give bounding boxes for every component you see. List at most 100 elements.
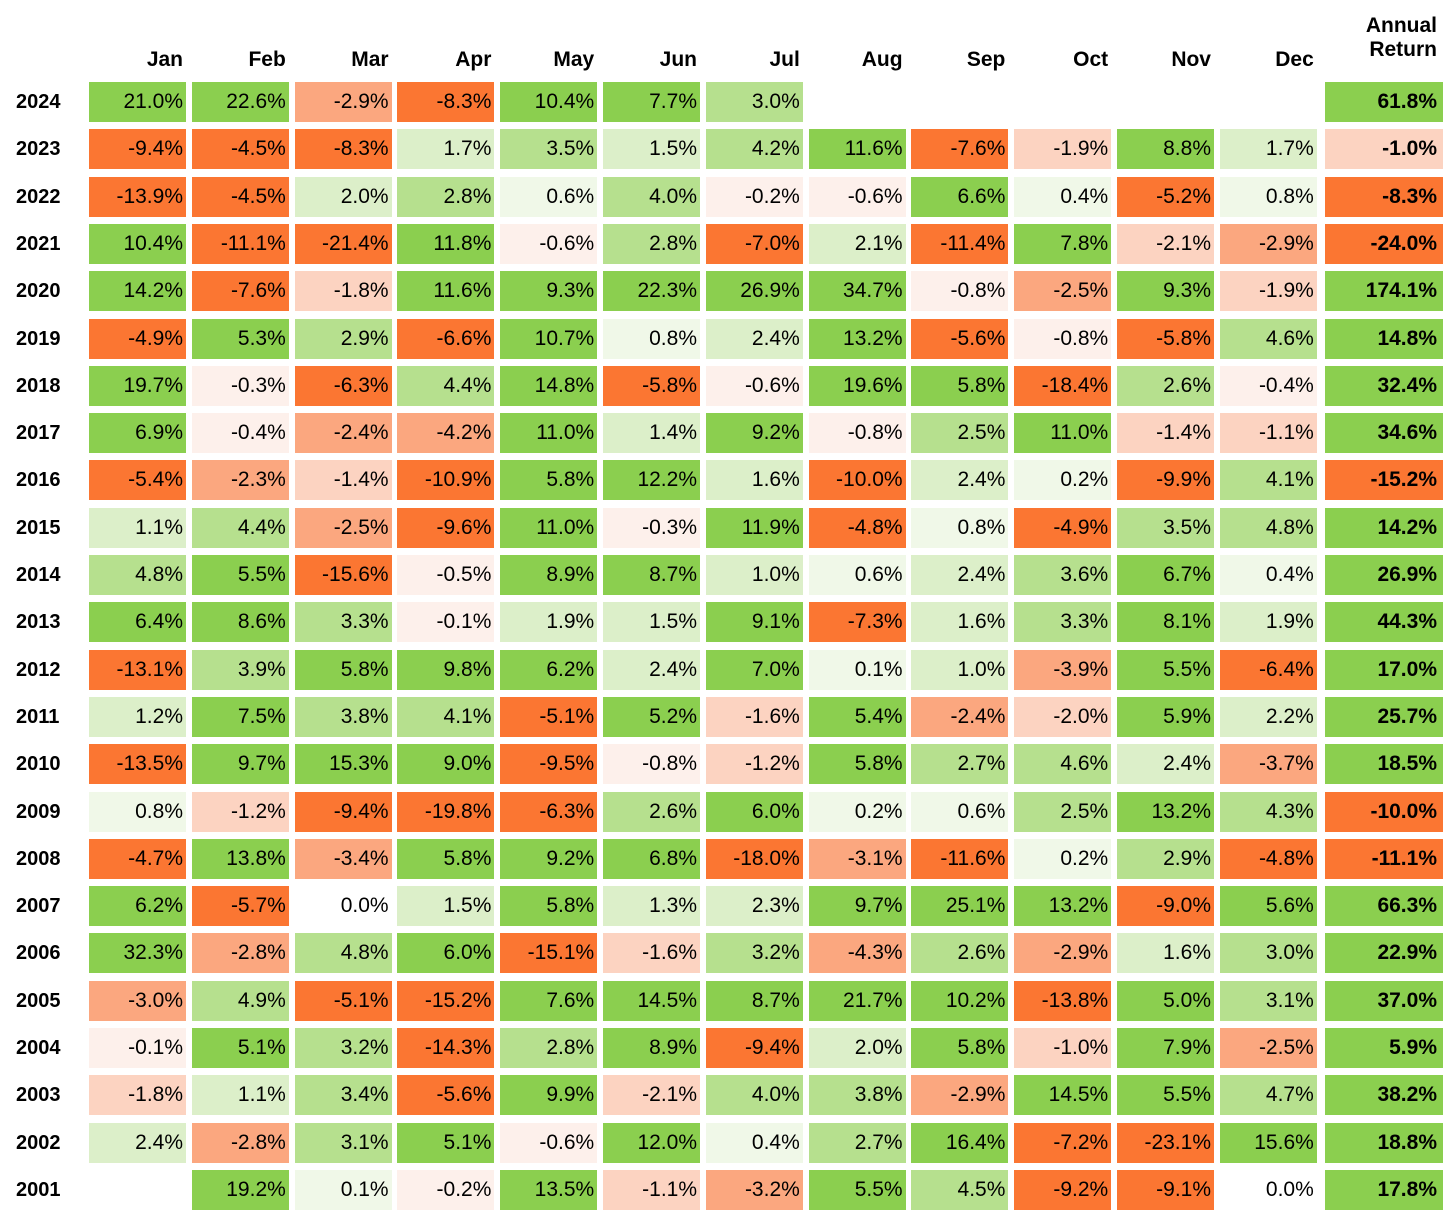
heatmap-cell: 4.4% <box>191 507 289 548</box>
heatmap-cell: 5.8% <box>500 460 598 501</box>
heatmap-cell: 10.4% <box>500 82 598 122</box>
heatmap-cell: -0.3% <box>191 365 289 406</box>
heatmap-cell: -13.8% <box>1014 980 1112 1021</box>
year-label: 2018 <box>16 374 61 397</box>
heatmap-cell: -0.6% <box>500 1122 598 1163</box>
year-label: 2021 <box>16 232 61 255</box>
heatmap-cell: 0.6% <box>500 176 598 217</box>
heatmap-cell: 3.0% <box>705 82 803 122</box>
heatmap-cell: -9.9% <box>1117 460 1214 501</box>
heatmap-cell: 1.7% <box>397 129 495 170</box>
heatmap-cell: 7.5% <box>191 696 289 737</box>
heatmap-cell: 13.2% <box>808 318 906 359</box>
heatmap-cell <box>1220 82 1317 122</box>
heatmap-cell: -9.4% <box>705 1028 803 1068</box>
heatmap-cell: 6.2% <box>500 649 598 690</box>
heatmap-cell: 3.8% <box>294 696 392 737</box>
heatmap-cell: 21.0% <box>89 82 186 122</box>
heatmap-cell: -10.9% <box>397 460 495 501</box>
heatmap-cell: 6.7% <box>1117 555 1214 595</box>
heatmap-cell: -5.1% <box>500 696 598 737</box>
heatmap-cell: 8.9% <box>603 1028 700 1068</box>
heatmap-cell: -4.8% <box>808 507 906 548</box>
heatmap-cell: 5.2% <box>603 696 700 737</box>
heatmap-cell: 9.3% <box>500 271 598 312</box>
heatmap-cell: -7.0% <box>705 223 803 264</box>
heatmap-cell: 9.2% <box>705 413 803 454</box>
heatmap-cell: 1.5% <box>603 129 700 170</box>
heatmap-cell: -2.5% <box>294 507 392 548</box>
heatmap-cell: -3.1% <box>808 838 906 879</box>
annual-return-cell: 25.7% <box>1325 696 1443 737</box>
column-header-aug: Aug <box>861 48 903 71</box>
heatmap-cell: 13.2% <box>1117 791 1214 832</box>
heatmap-cell: 5.4% <box>808 696 906 737</box>
heatmap-cell: -5.1% <box>294 980 392 1021</box>
heatmap-cell: 8.8% <box>1117 129 1214 170</box>
column-header-jul: Jul <box>769 48 800 71</box>
heatmap-cell: 4.0% <box>603 176 700 217</box>
heatmap-cell: 9.1% <box>705 602 803 643</box>
column-header-feb: Feb <box>248 48 286 71</box>
heatmap-cell: -4.5% <box>191 176 289 217</box>
heatmap-cell: -2.1% <box>603 1075 700 1116</box>
heatmap-cell: 3.3% <box>1014 602 1112 643</box>
heatmap-cell: -4.5% <box>191 129 289 170</box>
heatmap-cell: 2.0% <box>808 1028 906 1068</box>
heatmap-cell: 1.4% <box>603 413 700 454</box>
heatmap-cell: 5.8% <box>294 649 392 690</box>
heatmap-cell: -2.9% <box>1014 933 1112 974</box>
annual-return-cell: 22.9% <box>1325 933 1443 974</box>
annual-return-cell: -11.1% <box>1325 838 1443 879</box>
heatmap-cell: 4.0% <box>705 1075 803 1116</box>
heatmap-cell: 3.6% <box>1014 555 1112 595</box>
heatmap-cell: 2.4% <box>89 1122 186 1163</box>
column-header-jan: Jan <box>146 48 183 71</box>
heatmap-cell: 21.7% <box>808 980 906 1021</box>
heatmap-cell: 0.4% <box>1014 176 1112 217</box>
heatmap-cell: -9.0% <box>1117 886 1214 927</box>
heatmap-cell: -13.9% <box>89 176 186 217</box>
heatmap-cell: 3.8% <box>808 1075 906 1116</box>
heatmap-cell: 2.4% <box>911 555 1009 595</box>
year-label: 2024 <box>16 91 61 113</box>
heatmap-cell: 0.6% <box>911 791 1009 832</box>
heatmap-cell: 2.6% <box>1117 365 1214 406</box>
annual-return-cell: 18.8% <box>1325 1122 1443 1163</box>
heatmap-cell: 12.2% <box>603 460 700 501</box>
heatmap-cell: -11.1% <box>191 223 289 264</box>
heatmap-cell: 9.2% <box>500 838 598 879</box>
heatmap-cell: -18.0% <box>705 838 803 879</box>
heatmap-cell: 4.4% <box>397 365 495 406</box>
heatmap-cell: 0.8% <box>1219 176 1317 217</box>
heatmap-cell: 16.4% <box>911 1122 1009 1163</box>
heatmap-cell: 7.0% <box>705 649 803 690</box>
heatmap-cell: 1.5% <box>603 602 700 643</box>
annual-return-cell: 34.6% <box>1325 413 1443 454</box>
heatmap-cell: 2.0% <box>294 176 392 217</box>
heatmap-cell: 4.3% <box>1219 791 1317 832</box>
heatmap-cell: -15.1% <box>500 933 598 974</box>
annual-return-cell: 37.0% <box>1325 980 1443 1021</box>
heatmap-cell: 0.4% <box>705 1122 803 1163</box>
heatmap-cell: -1.1% <box>603 1169 700 1210</box>
heatmap-cell: -6.3% <box>500 791 598 832</box>
heatmap-cell: 2.1% <box>808 223 906 264</box>
heatmap-cell: 5.8% <box>500 886 598 927</box>
heatmap-cell: 3.9% <box>191 649 289 690</box>
heatmap-cell: -0.6% <box>808 176 906 217</box>
heatmap-cell: 9.8% <box>397 649 495 690</box>
annual-return-cell: 14.2% <box>1325 507 1443 548</box>
heatmap-cell: 0.1% <box>808 649 906 690</box>
heatmap-cell: -7.6% <box>911 129 1009 170</box>
heatmap-cell: 5.0% <box>1117 980 1214 1021</box>
heatmap-cell: 22.6% <box>191 82 289 122</box>
heatmap-cell: 9.9% <box>500 1075 598 1116</box>
heatmap-cell: 11.6% <box>397 271 495 312</box>
heatmap-cell: -19.8% <box>397 791 495 832</box>
heatmap-cell: 5.1% <box>191 1028 289 1068</box>
column-header-mar: Mar <box>351 48 389 71</box>
heatmap-cell: -4.9% <box>89 318 186 359</box>
heatmap-cell: -9.2% <box>1014 1169 1112 1210</box>
heatmap-cell: 7.6% <box>500 980 598 1021</box>
